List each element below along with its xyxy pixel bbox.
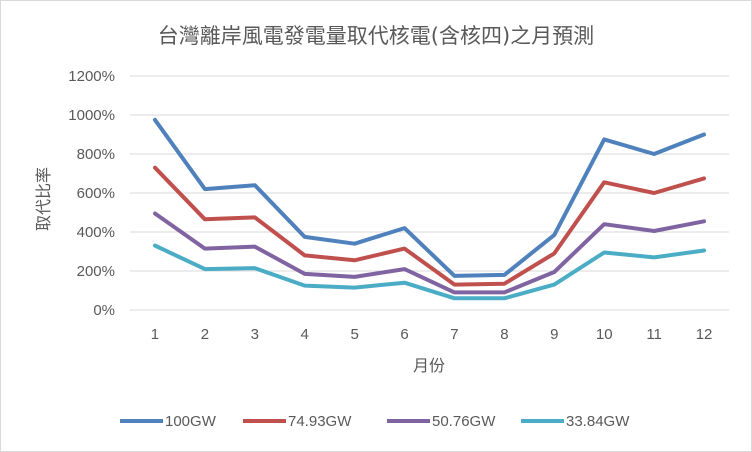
- y-tick-label: 1200%: [68, 68, 115, 85]
- legend-label-0: 100GW: [165, 413, 217, 430]
- y-tick-label: 600%: [77, 185, 115, 202]
- legend-label-3: 33.84GW: [566, 413, 630, 430]
- x-tick-label: 1: [151, 326, 159, 343]
- y-tick-label: 200%: [77, 263, 115, 280]
- y-tick-label: 1000%: [68, 107, 115, 124]
- legend: 100GW 74.93GW 50.76GW 33.84GW: [120, 413, 630, 430]
- x-tick-label: 4: [301, 326, 309, 343]
- series-line-3: [153, 243, 706, 301]
- y-axis-ticks: 0% 200% 400% 600% 800% 1000% 1200%: [68, 68, 115, 319]
- x-axis-ticks: 1 2 3 4 5 6 7 8 9 10 11 12: [151, 326, 713, 343]
- x-tick-label: 5: [350, 326, 358, 343]
- y-tick-label: 800%: [77, 146, 115, 163]
- legend-label-1: 74.93GW: [288, 413, 352, 430]
- x-axis-title: 月份: [413, 356, 445, 375]
- x-tick-label: 9: [550, 326, 558, 343]
- x-tick-label: 7: [450, 326, 458, 343]
- x-tick-label: 12: [696, 326, 713, 343]
- series-lines: [153, 117, 706, 301]
- x-tick-label: 6: [400, 326, 408, 343]
- series-line-0: [153, 117, 706, 278]
- x-tick-label: 10: [596, 326, 613, 343]
- y-tick-label: 400%: [77, 224, 115, 241]
- chart-title: 台灣離岸風電發電量取代核電(含核四)之月預測: [158, 24, 594, 48]
- series-line-2: [153, 211, 706, 295]
- series-line-1: [153, 165, 706, 287]
- y-axis-title: 取代比率: [34, 167, 53, 231]
- x-tick-label: 8: [500, 326, 508, 343]
- x-tick-label: 2: [201, 326, 209, 343]
- x-tick-label: 11: [646, 326, 662, 343]
- gridlines: [130, 75, 729, 311]
- legend-label-2: 50.76GW: [432, 413, 496, 430]
- x-tick-label: 3: [251, 326, 259, 343]
- y-tick-label: 0%: [93, 302, 115, 319]
